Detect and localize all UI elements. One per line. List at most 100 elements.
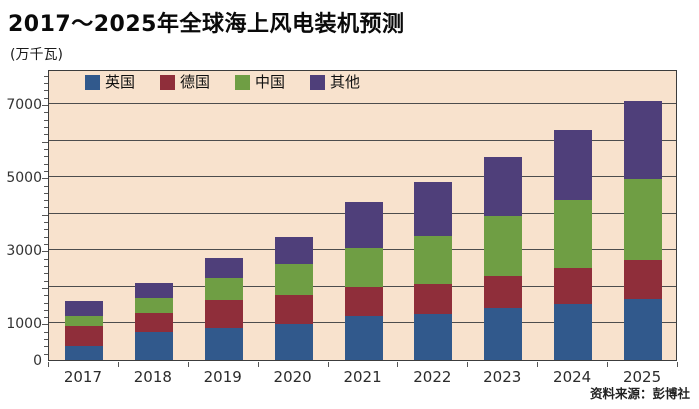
gridline-7000 (49, 103, 676, 104)
bar-2022-segment-germany (414, 283, 453, 314)
bar-2018-segment-germany (134, 312, 173, 332)
x-axis-tick-6 (467, 362, 469, 367)
x-axis-tick-8 (607, 362, 609, 367)
source-attribution: 资料来源：彭博社 (589, 386, 690, 401)
y-axis-tick-4000 (42, 214, 48, 216)
legend-item-germany: 德国 (160, 75, 210, 90)
bar-2018-segment-uk (134, 331, 173, 360)
bar-2022-segment-others (414, 181, 453, 237)
y-axis-tick-200 (44, 353, 48, 355)
legend-swatch-uk (85, 75, 100, 90)
legend-swatch-germany (160, 75, 176, 90)
y-axis-tick-4400 (44, 200, 48, 202)
bar-2019-segment-uk (204, 327, 243, 360)
y-axis-tick-5400 (44, 163, 48, 165)
y-axis-tick-800 (44, 331, 48, 333)
x-axis-tick-7 (537, 362, 539, 367)
bar-2020-segment-china (274, 263, 313, 295)
y-axis-tick-7400 (44, 90, 48, 92)
chart-title: 2017～2025年全球海上风电装机预测 (8, 12, 405, 37)
y-axis-tick-1200 (44, 317, 48, 319)
plot-area: 英国 德国 中国 其他 (48, 70, 677, 361)
x-axis-label-2021: 2021 (343, 368, 382, 386)
bar-2025-segment-others (624, 100, 663, 179)
legend-swatch-china (235, 75, 251, 90)
legend-label-china: 中国 (255, 73, 286, 91)
x-axis-label-2025: 2025 (622, 368, 662, 386)
bar-2017-segment-others (64, 300, 103, 316)
x-axis-tick-4 (327, 362, 329, 367)
x-axis-tick-3 (257, 362, 259, 367)
legend-label-uk: 英国 (105, 73, 136, 91)
bar-2021-segment-germany (344, 286, 383, 316)
y-axis-label-3000: 3000 (6, 243, 42, 260)
bar-2023-segment-china (484, 215, 523, 276)
y-axis-tick-7000 (42, 105, 48, 106)
gridline-5000 (49, 176, 676, 178)
bar-2017-segment-uk (64, 345, 103, 360)
bar-2019-segment-china (204, 278, 243, 300)
y-axis-tick-6200 (44, 134, 48, 136)
y-axis-tick-2400 (44, 273, 48, 275)
y-axis-tick-1000 (42, 324, 48, 326)
y-axis-tick-5000 (42, 178, 48, 180)
bar-2017-segment-china (64, 315, 103, 326)
y-axis-label-5000: 5000 (6, 170, 42, 187)
y-axis-label-7000: 7000 (6, 97, 42, 113)
bar-2022-segment-uk (414, 313, 453, 360)
bar-2024-segment-germany (554, 268, 593, 304)
y-axis-tick-6400 (44, 126, 48, 128)
bar-2019-segment-others (204, 258, 243, 279)
bar-2020-segment-others (274, 236, 313, 264)
y-axis-tick-400 (44, 346, 48, 348)
y-axis-label-0: 0 (33, 353, 42, 369)
y-axis-tick-6000 (42, 141, 48, 143)
legend-label-germany: 德国 (180, 73, 211, 91)
legend: 英国 德国 中国 其他 (85, 75, 360, 90)
y-axis-tick-5600 (44, 156, 48, 158)
y-axis-tick-5800 (44, 148, 48, 150)
y-axis-tick-6600 (44, 119, 48, 121)
bar-2025-segment-uk (624, 298, 663, 360)
x-axis-label-2020: 2020 (273, 368, 312, 386)
bar-2018-segment-others (134, 283, 173, 299)
y-axis-tick-5200 (44, 170, 48, 172)
legend-item-china: 中国 (235, 75, 285, 90)
gridline-6000 (49, 139, 676, 141)
y-axis-tick-2800 (44, 258, 48, 260)
y-axis-tick-3800 (44, 222, 48, 223)
y-axis-tick-3200 (44, 244, 48, 245)
bar-2024-segment-uk (554, 304, 593, 360)
y-axis-tick-7800 (44, 75, 48, 77)
y-axis-tick-7200 (44, 97, 48, 99)
x-axis-tick-0 (48, 362, 49, 367)
legend-item-uk: 英国 (85, 75, 135, 90)
bar-2024-segment-china (554, 199, 593, 269)
legend-swatch-others (310, 75, 326, 90)
y-axis-tick-4600 (44, 192, 48, 194)
x-axis-label-2019: 2019 (203, 368, 242, 386)
y-axis-tick-2200 (44, 280, 48, 282)
x-axis-label-2023: 2023 (483, 368, 522, 386)
x-axis-tick-9 (677, 362, 678, 367)
legend-item-others: 其他 (310, 75, 360, 90)
y-axis-tick-3400 (44, 236, 48, 238)
y-axis-tick-2000 (42, 287, 48, 289)
bar-2018-segment-china (134, 298, 173, 313)
bar-2021-segment-china (344, 248, 383, 287)
y-axis-unit-label: (万千瓦) (10, 47, 63, 63)
y-axis-tick-600 (44, 339, 48, 341)
x-axis-label-2024: 2024 (553, 368, 592, 386)
bar-2024-segment-others (554, 129, 593, 200)
bar-2022-segment-china (414, 236, 453, 284)
y-axis-tick-4800 (44, 185, 48, 187)
bar-2019-segment-germany (204, 299, 243, 328)
bar-2021-segment-uk (344, 315, 383, 360)
bar-2020-segment-germany (274, 294, 313, 324)
x-axis-tick-2 (187, 362, 189, 367)
bar-2023-segment-uk (484, 308, 523, 360)
bar-2020-segment-uk (274, 323, 313, 360)
y-axis-tick-6800 (44, 112, 48, 114)
y-axis-tick-1400 (44, 309, 48, 311)
